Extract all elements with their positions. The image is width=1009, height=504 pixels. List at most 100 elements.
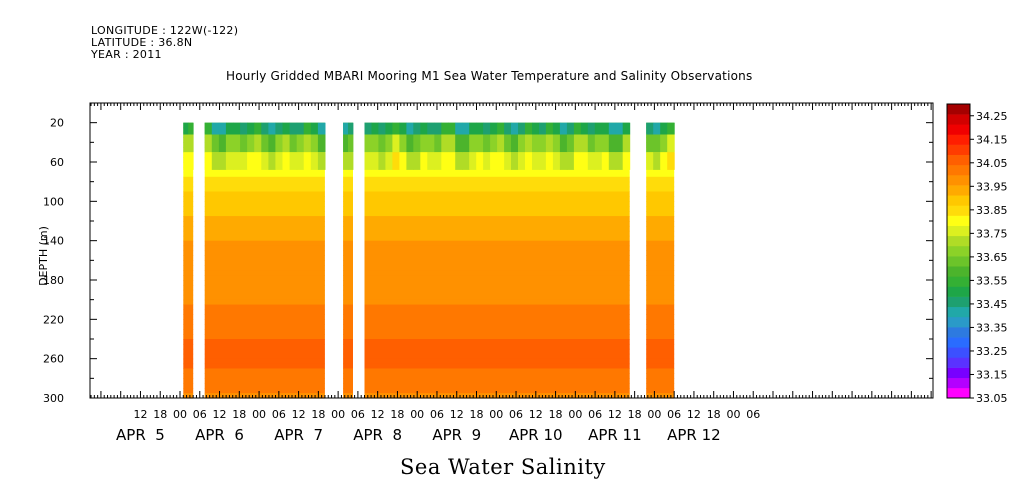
surface-cell xyxy=(413,122,421,135)
surface-cell xyxy=(601,152,610,170)
surface-cell xyxy=(525,134,533,153)
x-tick-label: 06 xyxy=(430,408,444,421)
depth-band xyxy=(183,368,194,374)
depth-band xyxy=(646,304,675,311)
y-tick-label: 180 xyxy=(43,274,64,287)
surface-cell xyxy=(247,134,255,153)
colorbar-swatch xyxy=(947,185,970,196)
surface-cell xyxy=(525,152,533,170)
colorbar-swatch xyxy=(947,164,970,176)
depth-band xyxy=(364,221,630,227)
axes: 20 60 100 140 180 220 260 300 12 18 00 06 12 18 00 06 12… xyxy=(43,102,933,444)
surface-cell xyxy=(660,152,668,170)
depth-band xyxy=(364,339,630,345)
depth-band xyxy=(364,299,630,306)
colorbar-swatch xyxy=(947,256,970,267)
depth-band xyxy=(204,260,325,266)
depth-band xyxy=(343,260,353,266)
surface-cell xyxy=(254,122,262,135)
depth-band xyxy=(343,206,353,212)
depth-band xyxy=(364,373,630,379)
depth-band xyxy=(343,383,353,389)
y-tick-label: 60 xyxy=(50,156,64,169)
depth-band xyxy=(343,378,353,384)
depth-band xyxy=(204,191,325,197)
x-tick-label: 00 xyxy=(410,408,424,421)
depth-band xyxy=(183,348,194,355)
depth-band xyxy=(183,211,194,217)
colorbar-swatch xyxy=(947,306,970,318)
surface-cell xyxy=(310,122,319,135)
depth-band xyxy=(646,186,675,193)
depth-band xyxy=(364,176,630,183)
depth-band xyxy=(343,250,353,256)
depth-band xyxy=(204,245,325,252)
depth-band xyxy=(183,260,194,266)
depth-band xyxy=(343,353,353,360)
surface-cell xyxy=(261,152,269,170)
surface-cell xyxy=(225,134,234,153)
surface-cell xyxy=(434,134,442,153)
surface-cell xyxy=(462,134,470,153)
surface-cell xyxy=(218,122,227,135)
depth-band xyxy=(646,373,675,379)
depth-band xyxy=(343,363,353,370)
depth-band xyxy=(364,235,630,242)
depth-band xyxy=(183,221,194,227)
depth-band xyxy=(204,329,325,335)
day-label: APR 7 xyxy=(274,426,323,444)
surface-cell xyxy=(545,122,554,135)
depth-band xyxy=(204,373,325,379)
depth-band xyxy=(204,250,325,256)
depth-band xyxy=(343,191,353,197)
depth-band xyxy=(343,314,353,320)
depth-band xyxy=(646,368,675,374)
depth-band xyxy=(343,176,353,183)
colorbar-label: 33.35 xyxy=(976,321,1008,334)
depth-band xyxy=(204,339,325,345)
colorbar-swatch xyxy=(947,215,970,226)
colorbar-label: 34.15 xyxy=(976,133,1008,146)
surface-cell xyxy=(483,122,491,135)
surface-cell xyxy=(667,122,675,135)
surface-cell xyxy=(532,152,540,170)
surface-cell xyxy=(348,152,354,170)
depth-band xyxy=(646,294,675,301)
depth-band xyxy=(183,339,194,345)
colorbar-swatch xyxy=(947,266,970,277)
depth-band xyxy=(183,235,194,242)
surface-cell xyxy=(247,122,255,135)
surface-cell xyxy=(552,152,561,170)
depth-band xyxy=(646,181,675,188)
depth-band xyxy=(204,358,325,365)
surface-cell xyxy=(240,122,248,135)
surface-cell xyxy=(448,134,456,153)
depth-band xyxy=(364,181,630,188)
data-segment xyxy=(183,122,194,399)
depth-band xyxy=(343,171,353,178)
depth-band xyxy=(343,245,353,252)
surface-cell xyxy=(268,134,276,153)
depth-band xyxy=(183,270,194,276)
depth-band xyxy=(364,368,630,374)
depth-band xyxy=(204,275,325,281)
surface-cell xyxy=(364,152,372,170)
colorbar-label: 33.25 xyxy=(976,345,1008,358)
depth-band xyxy=(364,289,630,296)
depth-band xyxy=(204,343,325,350)
depth-band xyxy=(343,343,353,350)
surface-cell xyxy=(434,122,442,135)
colorbar-swatch xyxy=(947,367,970,379)
colorbar-label: 33.95 xyxy=(976,180,1008,193)
surface-cell xyxy=(233,122,241,135)
surface-cell xyxy=(497,134,505,153)
surface-cell xyxy=(188,134,194,153)
surface-cell xyxy=(247,152,255,170)
depth-band xyxy=(204,378,325,384)
x-tick-label: 12 xyxy=(133,408,147,421)
x-tick-label: 18 xyxy=(153,408,167,421)
depth-band xyxy=(343,373,353,379)
surface-cell xyxy=(573,152,582,170)
depth-band xyxy=(204,334,325,340)
surface-cell xyxy=(552,122,561,135)
